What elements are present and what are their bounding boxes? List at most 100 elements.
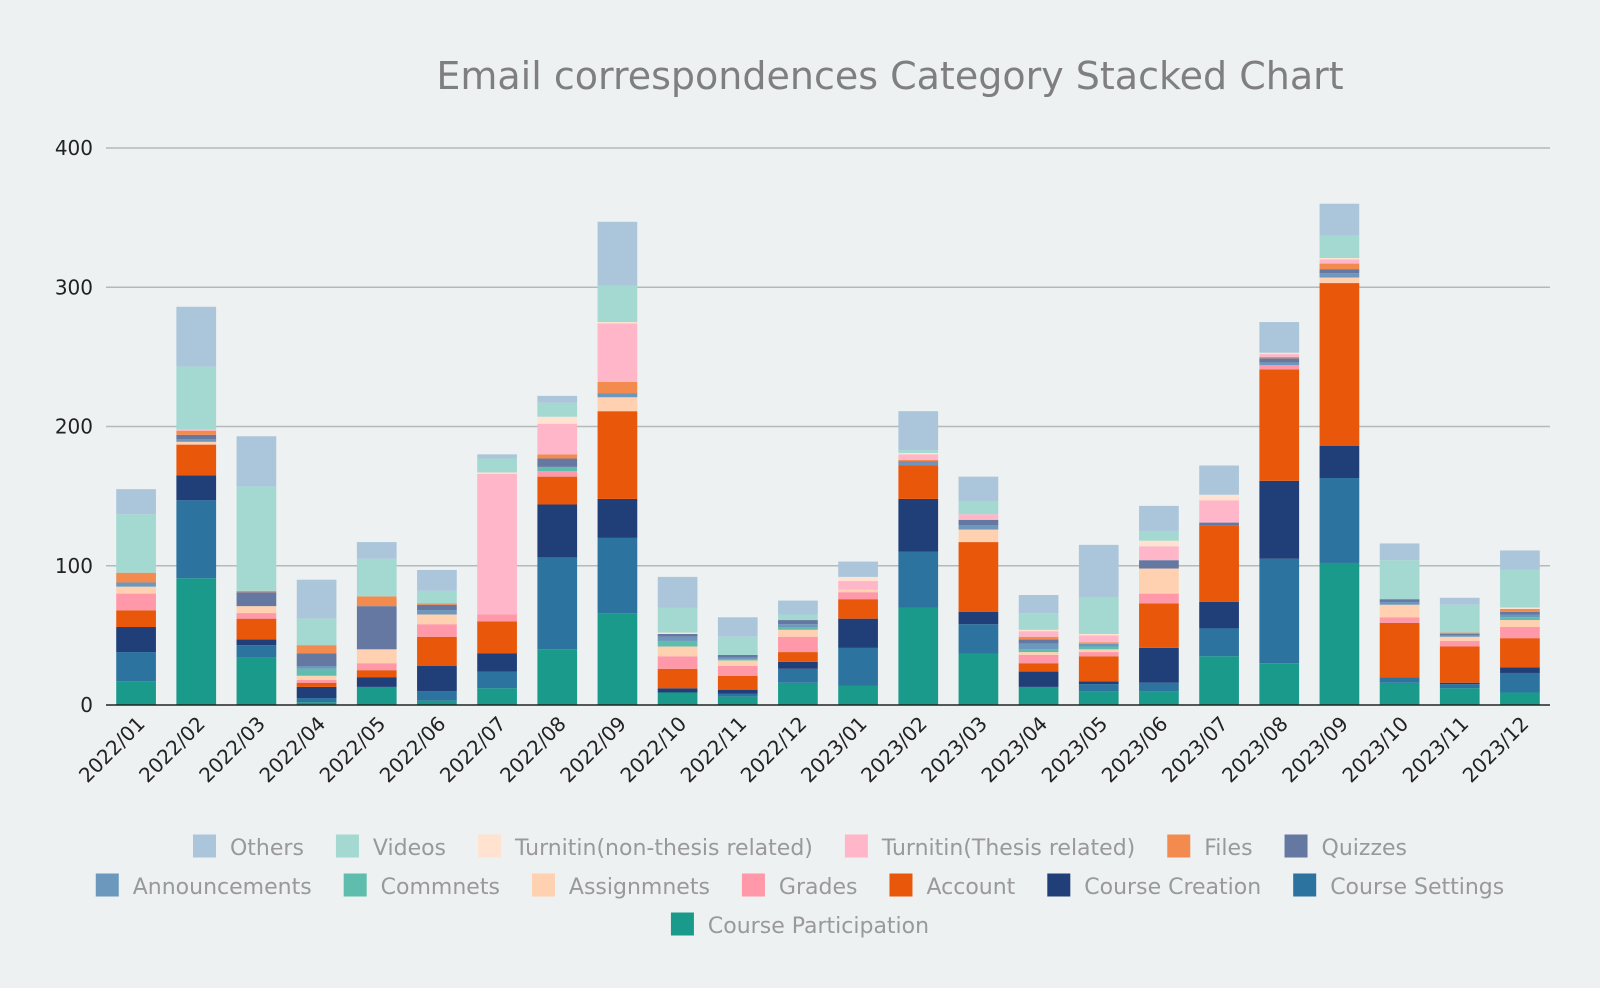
legend-item[interactable]: Assignmnets — [531, 873, 710, 901]
bar-segment — [778, 620, 818, 625]
bar-segment — [296, 579, 337, 619]
bar-segment — [657, 633, 698, 637]
bar-segment — [236, 613, 277, 619]
bar-segment — [1259, 358, 1300, 363]
x-tick-label: 2023/06 — [1097, 712, 1173, 788]
bar-segment — [1139, 682, 1179, 692]
bar-segment — [176, 500, 217, 579]
bar-segment — [1018, 613, 1059, 630]
bar-segment — [1319, 263, 1360, 270]
bar-segment — [1139, 505, 1179, 531]
bar-segment — [1439, 635, 1480, 637]
bar-segment — [898, 411, 939, 451]
bar-segment — [1439, 646, 1480, 683]
bar-segment — [176, 439, 217, 442]
legend-label: Announcements — [133, 875, 312, 900]
bar-segment — [1018, 663, 1059, 672]
legend-label: Files — [1204, 836, 1252, 861]
legend-swatch — [741, 873, 765, 897]
legend-item[interactable]: Announcements — [95, 873, 312, 901]
bar-segment — [958, 529, 999, 543]
bar-segment — [1439, 636, 1480, 641]
bar-segment — [597, 393, 638, 398]
bar-segment — [356, 542, 397, 559]
legend: Others Videos Turnitin(non-thesis related)… — [95, 834, 1504, 940]
legend-swatch — [844, 834, 868, 858]
legend-item[interactable]: Course Creation — [1047, 873, 1261, 901]
bar-segment — [417, 603, 457, 605]
bar-segment — [296, 645, 337, 654]
bar-segment — [176, 429, 217, 431]
legend-swatch — [1047, 873, 1071, 897]
bar-segment — [597, 323, 638, 382]
bar-segment — [778, 661, 818, 669]
bar-segment — [1018, 654, 1059, 664]
legend-item[interactable]: Quizzes — [1284, 834, 1407, 862]
legend-item[interactable]: Course Settings — [1293, 873, 1504, 901]
bar-segment — [1319, 478, 1360, 563]
legend-item[interactable]: Account — [889, 873, 1016, 901]
bar-segment — [1199, 500, 1239, 523]
legend-item[interactable]: Files — [1167, 834, 1253, 862]
bar-segment — [657, 632, 698, 634]
legend-item[interactable]: Grades — [741, 873, 858, 901]
bar-segment — [1379, 617, 1420, 623]
bar-segment — [236, 436, 277, 487]
bar-segment — [1259, 356, 1300, 359]
legend-swatch — [889, 873, 913, 897]
y-tick-label: 100 — [55, 554, 93, 578]
bar-segment — [597, 498, 638, 538]
legend-swatch — [95, 873, 119, 897]
x-tick-label: 2022/06 — [375, 712, 451, 788]
bar-segment — [898, 462, 939, 466]
bar-segment — [236, 639, 277, 646]
bar-segment — [176, 475, 217, 501]
bar-segment — [1379, 560, 1420, 600]
bar-segment — [1018, 631, 1059, 637]
bar-segment — [1018, 686, 1059, 705]
bar-segment — [838, 592, 878, 600]
bar-segment — [296, 668, 337, 676]
bar-segment — [958, 542, 999, 612]
bar-segment — [296, 653, 337, 667]
bar-segment — [1500, 617, 1540, 621]
legend-item[interactable]: Videos — [335, 834, 446, 862]
legend-item[interactable]: Turnitin(non-thesis related) — [478, 834, 813, 862]
x-tick-label: 2023/12 — [1458, 712, 1534, 788]
legend-item[interactable]: Others — [192, 834, 304, 862]
bar-segment — [116, 489, 156, 515]
bar-segment — [778, 682, 818, 705]
bar-segment — [1139, 560, 1179, 569]
bar-segment — [1500, 638, 1540, 668]
y-tick-label: 200 — [55, 415, 93, 439]
bar-segment — [1139, 568, 1179, 594]
bar-segment — [477, 653, 517, 672]
legend-item[interactable]: Turnitin(Thesis related) — [844, 834, 1135, 862]
bar-segment — [597, 537, 638, 614]
bar-segment — [717, 659, 758, 661]
legend-item[interactable]: Commnets — [343, 873, 500, 901]
bar-segment — [958, 624, 999, 654]
x-tick-label: 2023/04 — [976, 712, 1052, 788]
bar-segment — [1500, 569, 1540, 608]
bar-segment — [537, 395, 578, 403]
bar-segment — [1199, 494, 1239, 501]
bar-segment — [356, 670, 397, 678]
bar-segment — [417, 610, 457, 615]
bar-segment — [1259, 558, 1300, 664]
bar-segment — [1018, 649, 1059, 653]
legend-item[interactable]: Course Participation — [670, 912, 929, 940]
bar-segment — [236, 618, 277, 640]
bar-segment — [296, 702, 337, 705]
bar-segment — [717, 654, 758, 658]
bar-segment — [537, 466, 578, 472]
bar-segment — [1078, 597, 1119, 634]
gridlines — [106, 147, 1550, 567]
bar-segment — [597, 322, 638, 324]
x-axis-ticks: 2022/012022/022022/032022/042022/052022/… — [74, 712, 1534, 788]
bar-segment — [1018, 636, 1059, 640]
bar-segment — [1078, 649, 1119, 653]
bar-segment — [236, 645, 277, 658]
x-tick-label: 2022/09 — [555, 712, 631, 788]
